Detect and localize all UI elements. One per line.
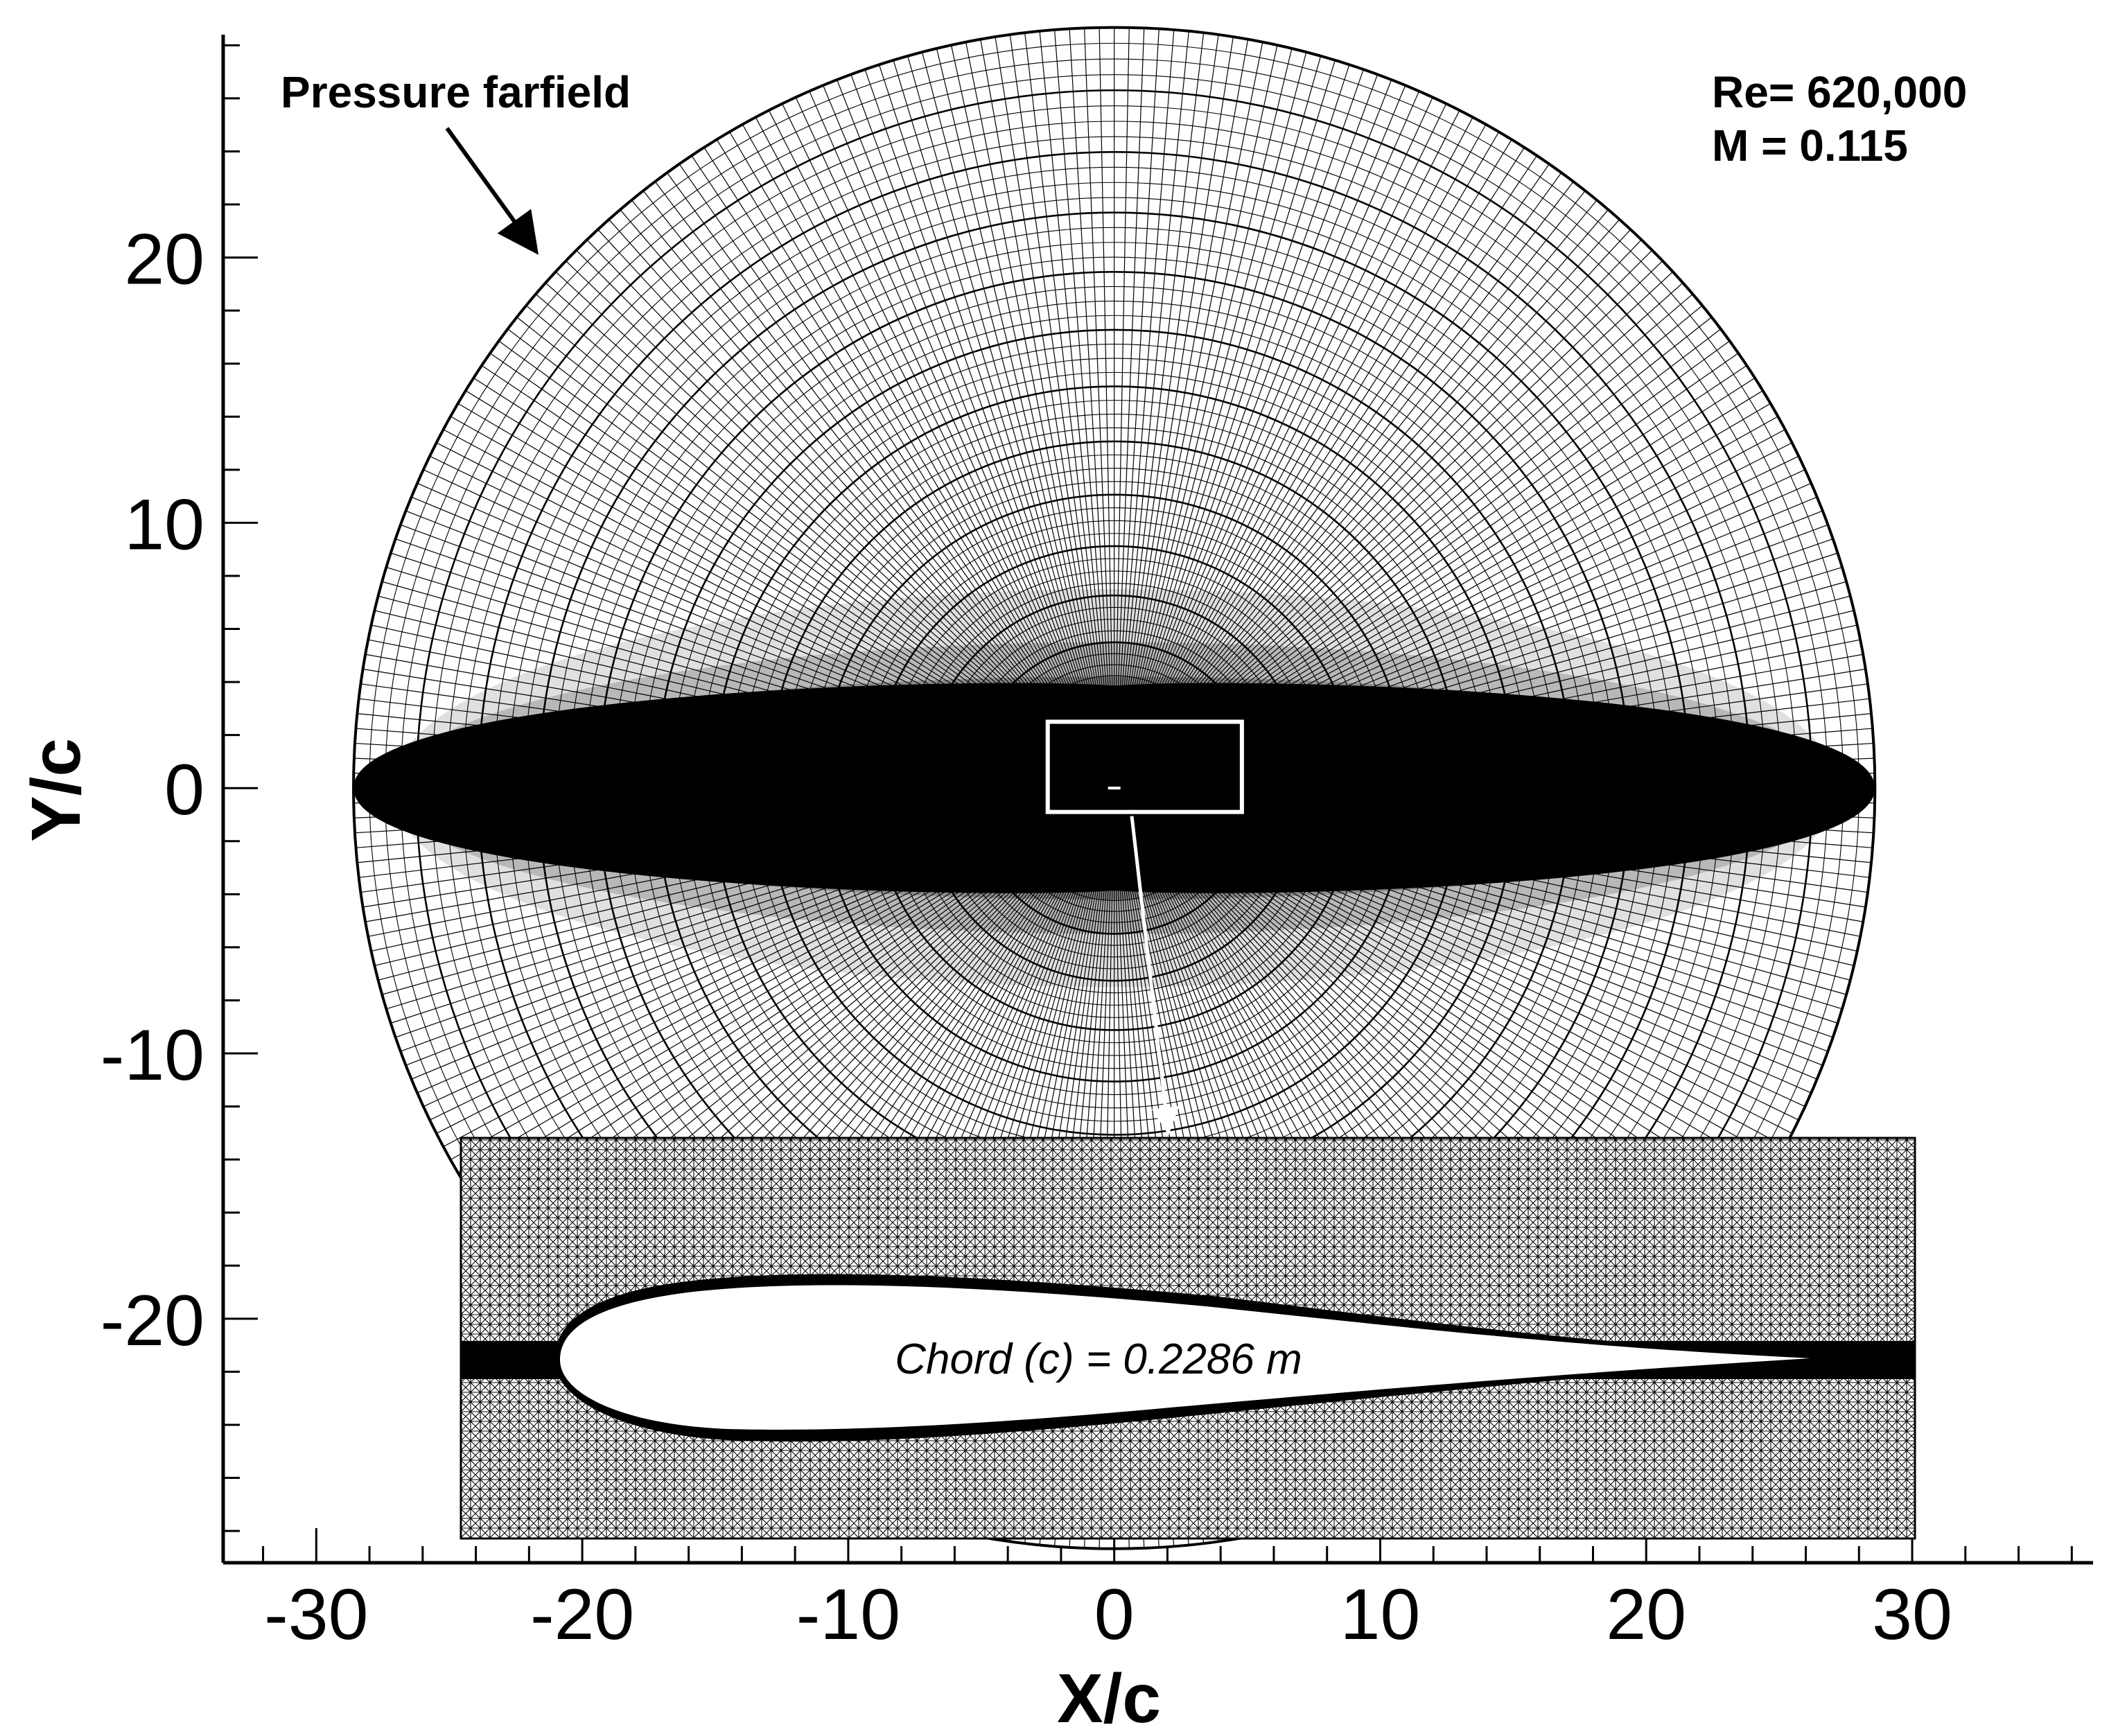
radial-line [1114,28,1145,789]
radial-line [755,116,1115,789]
zoom-arrow [1130,816,1180,1135]
x-tick-label: -10 [796,1575,900,1655]
radial-line [1114,124,1487,789]
radial-line [1114,27,1130,789]
radial-line [1114,44,1278,789]
y-tick-label: 20 [124,220,204,300]
boundary-label: Pressure farfield [281,67,631,117]
radial-line [921,51,1115,789]
radial-line [742,124,1115,789]
radial-line [980,39,1115,789]
radial-line [1114,30,1189,789]
mach-number: M = 0.115 [1712,121,1908,170]
radial-line [1099,27,1115,789]
radial-line [795,97,1115,789]
radial-line [1039,30,1115,789]
x-tick-label: -20 [530,1575,634,1655]
y-axis-title: Y/c [17,738,95,842]
radial-line [1114,103,1447,789]
farfield-arrow [445,127,539,255]
airfoil-shape [560,1285,1810,1430]
radial-line [809,91,1115,789]
x-tick-label: 20 [1606,1575,1686,1655]
radial-line [1114,131,1500,789]
y-tick-label: -20 [100,1281,204,1361]
radial-line [768,109,1115,789]
radial-line [995,36,1115,789]
radial-line [936,48,1115,789]
x-tick-label: 10 [1340,1575,1421,1655]
radial-line [1114,147,1525,789]
radial-line [1114,116,1473,789]
radial-line [1069,28,1115,789]
airfoil-inset: Chord (c) = 0.2286 m [460,1137,1916,1540]
radial-line [1114,51,1307,789]
radial-line [1114,109,1460,789]
radial-line [1114,39,1249,789]
radial-line [823,85,1115,789]
radial-line [1114,97,1433,789]
radial-line [1114,34,1219,789]
radial-line [1114,79,1392,789]
radial-line [1114,42,1263,789]
reynolds-number: Re= 620,000 [1712,67,1967,117]
radial-line [729,131,1115,789]
radial-line [1024,33,1115,789]
axes: -30 -20 -10 0 10 20 30 20 10 0 -10 -20 [100,35,2093,1655]
radial-line [691,155,1115,789]
radial-line [864,69,1115,789]
x-tick-label: 30 [1872,1575,1952,1655]
radial-line [1114,74,1379,789]
radial-line [1114,60,1336,789]
radial-line [1114,33,1205,789]
airfoil-marker [1108,787,1121,790]
radial-line [1114,91,1420,789]
radial-line [1114,55,1322,789]
x-tick-label: 0 [1094,1575,1135,1655]
chord-label: Chord (c) = 0.2286 m [895,1335,1302,1383]
radial-line [1114,64,1350,789]
radial-line [1114,28,1159,789]
radial-line [950,44,1115,789]
radial-line [878,64,1115,789]
radial-line [893,60,1115,789]
x-axis-title: X/c [1057,1660,1161,1736]
y-tick-label: -10 [100,1015,204,1096]
radial-line [1114,29,1175,789]
radial-line [850,74,1115,789]
radial-line [965,42,1115,789]
y-tick-label: 10 [124,484,204,565]
radial-line [1053,29,1115,789]
radial-line [782,103,1115,789]
radial-line [1114,155,1537,789]
x-tick-label: -30 [264,1575,368,1655]
radial-line [1009,34,1115,789]
radial-line [1114,85,1406,789]
zoom-box [1045,719,1244,814]
radial-line [1114,36,1234,789]
radial-line [1114,48,1293,789]
radial-line [1083,28,1115,789]
radial-line [837,79,1115,789]
radial-line [1114,139,1512,789]
radial-line [1114,69,1364,789]
radial-line [907,55,1115,789]
radial-line [703,147,1115,789]
y-tick-label: 0 [164,750,204,830]
radial-line [716,139,1115,789]
